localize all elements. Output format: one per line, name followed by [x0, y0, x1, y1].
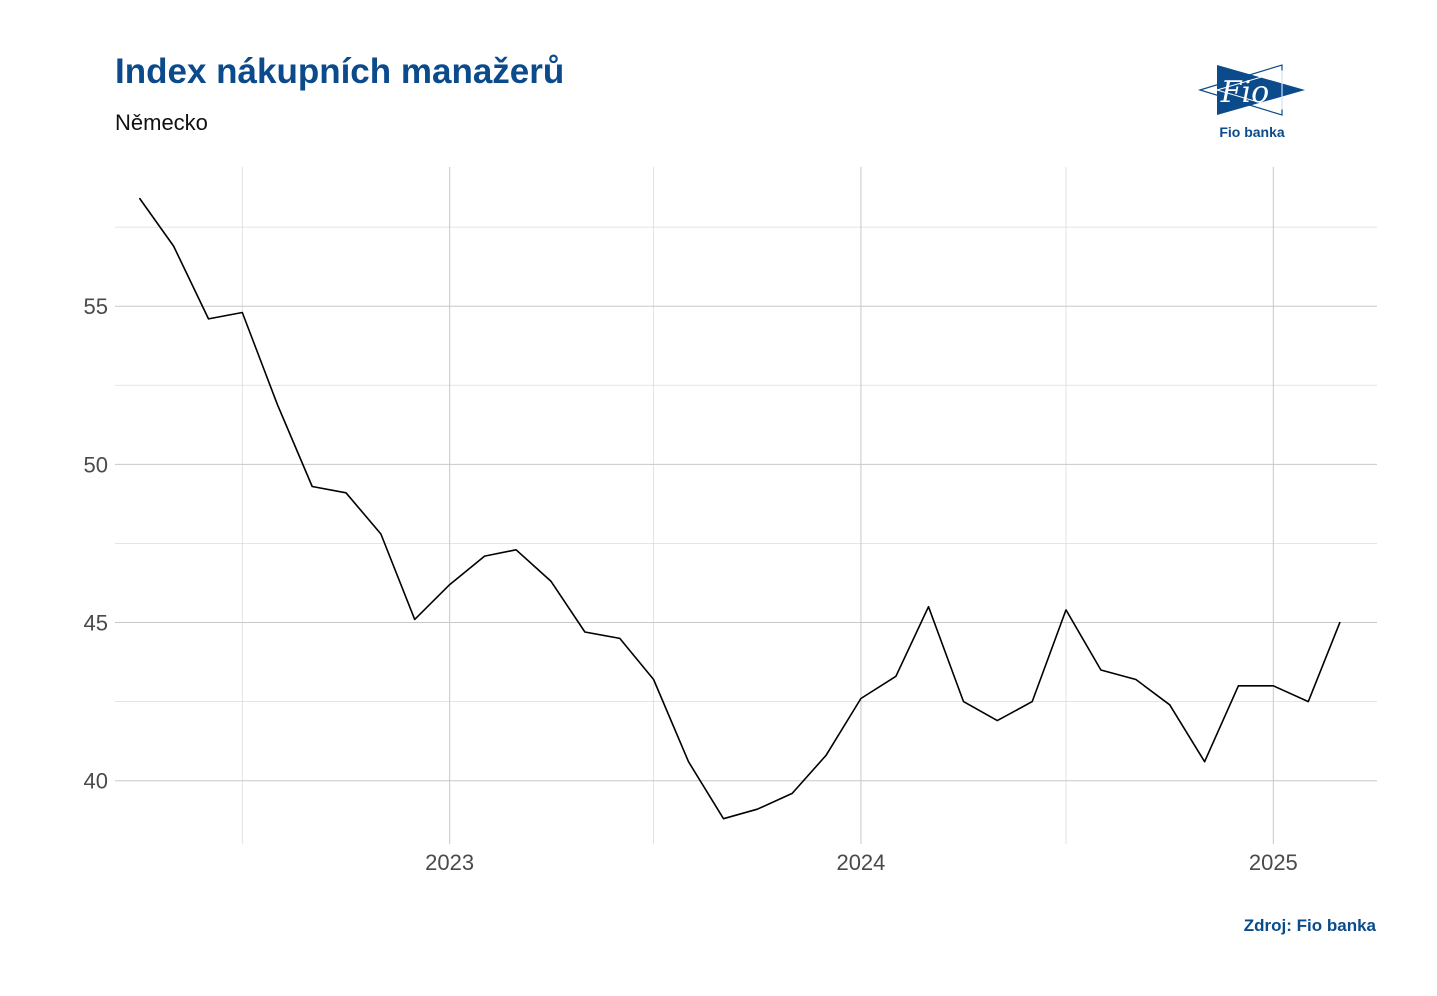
- x-axis-labels: 2023 2024 2025: [425, 850, 1298, 875]
- source-note: Zdroj: Fio banka: [1243, 916, 1376, 935]
- logo-mark-text: Fio: [1220, 75, 1269, 110]
- x-tick-label-2024: 2024: [836, 850, 885, 875]
- series-layer: [139, 197, 1341, 820]
- major-gridlines: [115, 167, 1377, 844]
- y-tick-label-40: 40: [84, 769, 108, 794]
- y-tick-label-45: 45: [84, 611, 108, 636]
- y-axis-labels: 40 45 50 55: [84, 294, 108, 794]
- x-tick-label-2023: 2023: [425, 850, 474, 875]
- y-tick-label-50: 50: [84, 452, 108, 477]
- logo-caption: Fio banka: [1219, 124, 1285, 140]
- x-tick-label-2025: 2025: [1249, 850, 1298, 875]
- chart-title: Index nákupních manažerů: [115, 52, 565, 91]
- series-line-0: [139, 197, 1341, 820]
- minor-gridlines: [115, 167, 1377, 844]
- fio-logo-icon: Fio: [1197, 64, 1305, 116]
- chart-subtitle: Německo: [115, 110, 208, 135]
- y-tick-label-55: 55: [84, 294, 108, 319]
